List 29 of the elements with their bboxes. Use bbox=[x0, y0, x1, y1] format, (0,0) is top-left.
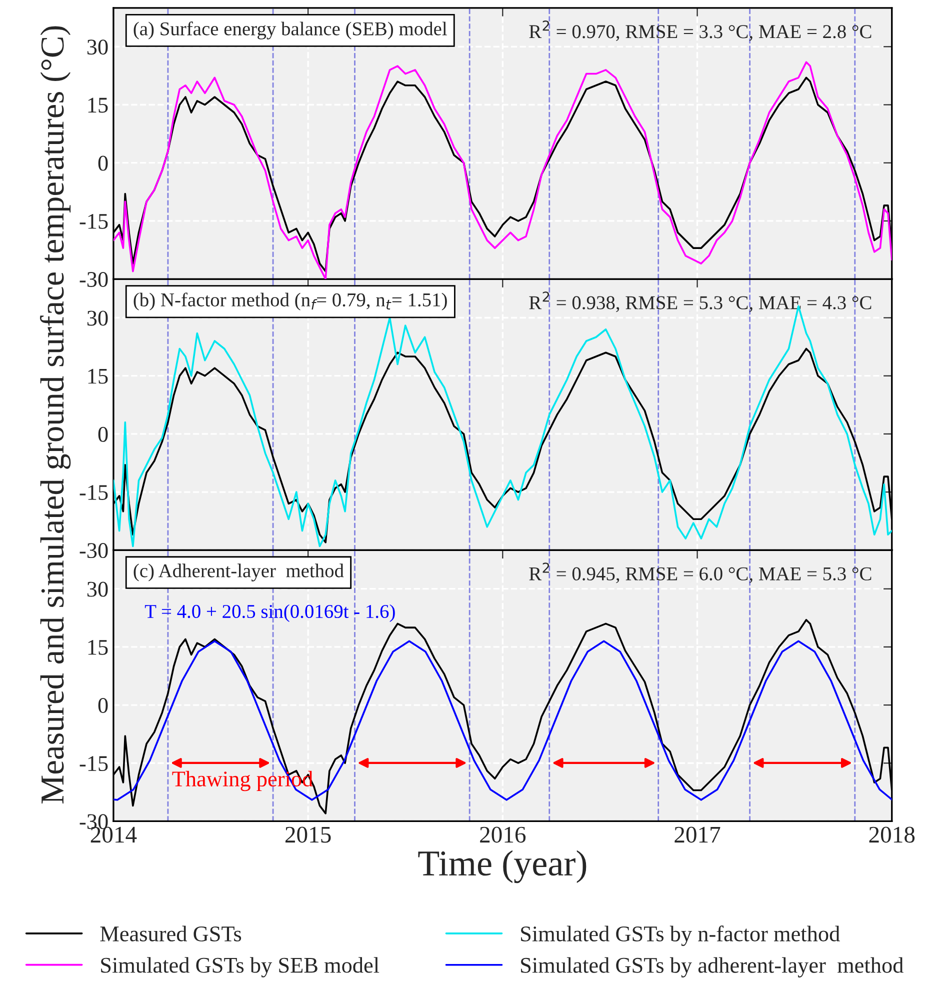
line-series bbox=[113, 640, 892, 801]
y-tick-label: 15 bbox=[88, 368, 108, 384]
y-tick-label: -30 bbox=[80, 543, 108, 558]
y-tick-label: 30 bbox=[87, 40, 108, 55]
text: (b) N-factor method (n$_{f}$= 0.79, n$_{t}$= 1.51) bbox=[134, 292, 447, 310]
y-axis-title: Measured and simulated ground surface temperatures (°C) bbox=[40, 26, 71, 804]
y-tick-label: -30 bbox=[80, 272, 108, 287]
text: (c) Adherent-layer method bbox=[134, 564, 344, 582]
x-tick-label: 2017 bbox=[674, 826, 720, 843]
y-tick-label: 15 bbox=[88, 98, 108, 113]
y-tick-label: -15 bbox=[80, 214, 108, 229]
y-tick-label: 30 bbox=[87, 582, 108, 597]
y-tick-label: 0 bbox=[98, 426, 108, 442]
legend-label: Simulated GSTs by n-factor method bbox=[521, 926, 840, 946]
legend-label: Simulated GSTs by SEB model bbox=[101, 957, 380, 978]
x-tick-label: 2015 bbox=[285, 826, 331, 843]
text: (a) Surface energy balance (SEB) model bbox=[134, 22, 447, 40]
x-axis-title: Time (year) bbox=[418, 850, 586, 884]
x-tick-label: 2016 bbox=[480, 826, 526, 843]
y-tick-label: 0 bbox=[98, 698, 108, 713]
x-tick-label: 2018 bbox=[869, 826, 915, 843]
legend-label: Measured GSTs bbox=[100, 926, 242, 942]
annotation: T = 4.0 + 20.5 sin(0.0169t - 1.6) bbox=[144, 604, 395, 622]
y-tick-label: -15 bbox=[80, 485, 108, 500]
y-tick-label: 0 bbox=[98, 156, 108, 171]
y-tick-label: 15 bbox=[88, 640, 108, 655]
y-tick-label: 30 bbox=[87, 310, 108, 326]
y-tick-label: -15 bbox=[80, 756, 108, 772]
legend-label: Simulated GSTs by adherent-layer method bbox=[521, 957, 904, 978]
